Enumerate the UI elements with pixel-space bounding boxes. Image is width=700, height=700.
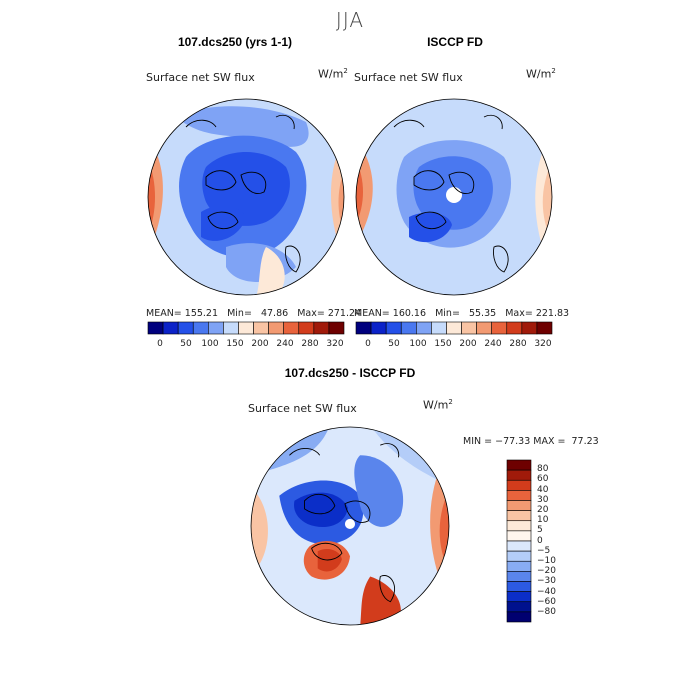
- colorbar-swatch: [253, 321, 269, 335]
- panel2-colorbar-tick: 320: [534, 339, 551, 349]
- panel3-map: [250, 426, 450, 626]
- panel2-map: [355, 98, 553, 296]
- colorbar-swatch: [506, 601, 532, 613]
- panel2-colorbar-tick: 150: [434, 339, 451, 349]
- panel3-colorbar-tick: −80: [537, 607, 556, 617]
- colorbar-swatch: [223, 321, 239, 335]
- colorbar-swatch: [461, 321, 477, 335]
- panel3-colorbar-tick: 10: [537, 515, 549, 525]
- panel1-colorbar: 0 50 100 150 200 240 280 320: [147, 321, 345, 349]
- colorbar-swatch: [355, 321, 372, 335]
- colorbar-swatch: [313, 321, 330, 335]
- colorbar-swatch: [536, 321, 553, 335]
- colorbar-swatch: [385, 321, 402, 335]
- panel3-colorbar-tick: 40: [537, 485, 549, 495]
- panel3-stats: MIN = −77.33 MAX = 77.23: [463, 436, 599, 447]
- panel2-colorbar-tick: 280: [509, 339, 526, 349]
- panel3-colorbar-tick: 20: [537, 505, 549, 515]
- panel3-title: 107.dcs250 - ISCCP FD: [284, 366, 416, 380]
- panel3-colorbar-tick: −40: [537, 587, 556, 597]
- panel2-colorbar-tick: 240: [484, 339, 501, 349]
- colorbar-swatch: [506, 479, 532, 491]
- panel1-colorbar-tick: 240: [276, 339, 293, 349]
- panel2-colorbar-tick: 50: [388, 339, 400, 349]
- panel3-colorbar-tick: 60: [537, 474, 549, 484]
- panel3-polar-gap: [344, 518, 356, 530]
- colorbar-swatch: [177, 321, 194, 335]
- panel3-colorbar-tick: −5: [537, 546, 550, 556]
- panel2-variable-label: Surface net SW flux: [354, 71, 463, 84]
- panel1-colorbar-tick: 200: [251, 339, 268, 349]
- panel3-colorbar-tick: −20: [537, 566, 556, 576]
- colorbar-swatch: [147, 321, 164, 335]
- panel3-colorbar-tick: 0: [537, 536, 543, 546]
- panel2-polar-gap: [446, 187, 462, 203]
- colorbar-swatch: [370, 321, 387, 335]
- panel3-variable-label: Surface net SW flux: [248, 402, 357, 415]
- colorbar-swatch: [298, 321, 315, 335]
- panel1-colorbar-tick: 150: [226, 339, 243, 349]
- panel3-units: W/m2: [423, 398, 453, 412]
- colorbar-swatch: [328, 321, 345, 335]
- colorbar-swatch: [238, 321, 254, 335]
- panel3-colorbar-tick: −10: [537, 556, 556, 566]
- colorbar-swatch: [506, 500, 532, 511]
- colorbar-swatch: [506, 581, 532, 592]
- colorbar-swatch: [416, 321, 432, 335]
- panel3-colorbar-tick: −60: [537, 597, 556, 607]
- panel1-colorbar-tick: 50: [180, 339, 192, 349]
- colorbar-swatch: [506, 611, 532, 623]
- panel2-stats: MEAN= 160.16 Min= 55.35 Max= 221.83: [354, 308, 570, 319]
- colorbar-swatch: [506, 591, 532, 603]
- colorbar-swatch: [283, 321, 300, 335]
- panel1-stats: MEAN= 155.21 Min= 47.86 Max= 271.24: [146, 308, 362, 319]
- panel1-units: W/m2: [318, 67, 348, 81]
- colorbar-swatch: [192, 321, 209, 335]
- colorbar-swatch: [506, 510, 532, 522]
- colorbar-swatch: [446, 321, 462, 335]
- colorbar-swatch: [506, 321, 523, 335]
- panel3-colorbar-tick: −30: [537, 576, 556, 586]
- colorbar-swatch: [268, 321, 284, 335]
- panel1-colorbar-tick: 0: [157, 339, 163, 349]
- colorbar-swatch: [506, 550, 532, 562]
- colorbar-swatch: [491, 321, 508, 335]
- colorbar-swatch: [208, 321, 224, 335]
- colorbar-swatch: [506, 459, 532, 471]
- panel2-units: W/m2: [526, 67, 556, 81]
- colorbar-swatch: [506, 530, 532, 542]
- colorbar-swatch: [506, 520, 532, 532]
- colorbar-swatch: [506, 571, 532, 582]
- panel1-colorbar-tick: 280: [301, 339, 318, 349]
- panel1-variable-label: Surface net SW flux: [146, 71, 255, 84]
- colorbar-swatch: [162, 321, 179, 335]
- panel3-colorbar-tick: 5: [537, 525, 543, 535]
- panel2-title: ISCCP FD: [427, 35, 483, 49]
- panel1-colorbar-tick: 100: [201, 339, 218, 349]
- panel3-colorbar-tick: 30: [537, 495, 549, 505]
- panel2-colorbar-tick: 100: [409, 339, 426, 349]
- panel1-title: 107.dcs250 (yrs 1-1): [177, 35, 293, 49]
- season-title: JJA: [335, 8, 365, 32]
- panel1-colorbar-tick: 320: [326, 339, 343, 349]
- panel3-colorbar-tick: 80: [537, 464, 549, 474]
- colorbar-swatch: [476, 321, 492, 335]
- panel2-colorbar-tick: 0: [365, 339, 371, 349]
- panel2-colorbar-tick: 200: [459, 339, 476, 349]
- colorbar-swatch: [506, 560, 532, 572]
- colorbar-swatch: [506, 469, 532, 481]
- colorbar-swatch: [521, 321, 538, 335]
- colorbar-swatch: [400, 321, 417, 335]
- panel3-colorbar: 80 60 40 30 20 10 5 0 −5 −10 −20 −30 −40…: [506, 459, 556, 623]
- colorbar-swatch: [506, 540, 532, 552]
- colorbar-swatch: [431, 321, 447, 335]
- colorbar-swatch: [506, 490, 532, 501]
- panel2-colorbar: 0 50 100 150 200 240 280 320: [355, 321, 553, 349]
- panel1-map: [147, 98, 345, 296]
